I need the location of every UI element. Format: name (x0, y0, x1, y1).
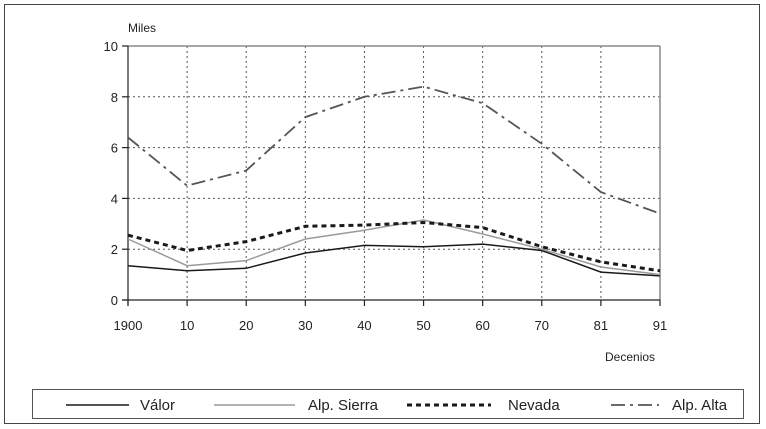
y-tick-label: 4 (111, 191, 118, 206)
y-tick-label: 2 (111, 242, 118, 257)
x-tick-label: 91 (653, 318, 667, 333)
x-tick-label: 30 (298, 318, 312, 333)
y-tick-label: 8 (111, 90, 118, 105)
x-axis-title: Decenios (605, 350, 655, 364)
x-tick-label: 81 (594, 318, 608, 333)
series-line-0 (127, 243, 661, 277)
x-tick-label: 10 (180, 318, 194, 333)
y-tick-label: 6 (111, 141, 118, 156)
series-lines (127, 85, 661, 277)
y-axis-title: Miles (128, 21, 156, 35)
chart-frame: 0 2 4 6 8 10 1900 10 20 30 40 50 60 70 81 91 Miles Dec… (4, 4, 760, 424)
y-axis: 0 2 4 6 8 10 (104, 39, 128, 308)
line-chart: 0 2 4 6 8 10 1900 10 20 30 40 50 60 70 81 91 Miles Dec… (104, 21, 668, 364)
grid (128, 46, 660, 300)
plot-border (122, 45, 661, 306)
x-tick-label: 50 (416, 318, 430, 333)
legend-label-1: Alp. Sierra (308, 397, 379, 414)
x-tick-label: 20 (239, 318, 253, 333)
legend-items: Válor Alp. Sierra Nevada Alp. Alta (66, 397, 728, 414)
y-tick-label: 0 (111, 293, 118, 308)
x-tick-label: 1900 (114, 318, 143, 333)
x-tick-label: 40 (357, 318, 371, 333)
legend-label-3: Alp. Alta (672, 397, 728, 414)
legend: Válor Alp. Sierra Nevada Alp. Alta (32, 389, 744, 419)
legend-label-0: Válor (140, 397, 175, 414)
x-axis: 1900 10 20 30 40 50 60 70 81 91 (114, 300, 667, 333)
series-line-3 (127, 85, 661, 215)
x-tick-label: 60 (475, 318, 489, 333)
x-tick-label: 70 (535, 318, 549, 333)
y-tick-label: 10 (104, 39, 118, 54)
series-line-2 (127, 220, 661, 273)
legend-label-2: Nevada (508, 397, 560, 414)
